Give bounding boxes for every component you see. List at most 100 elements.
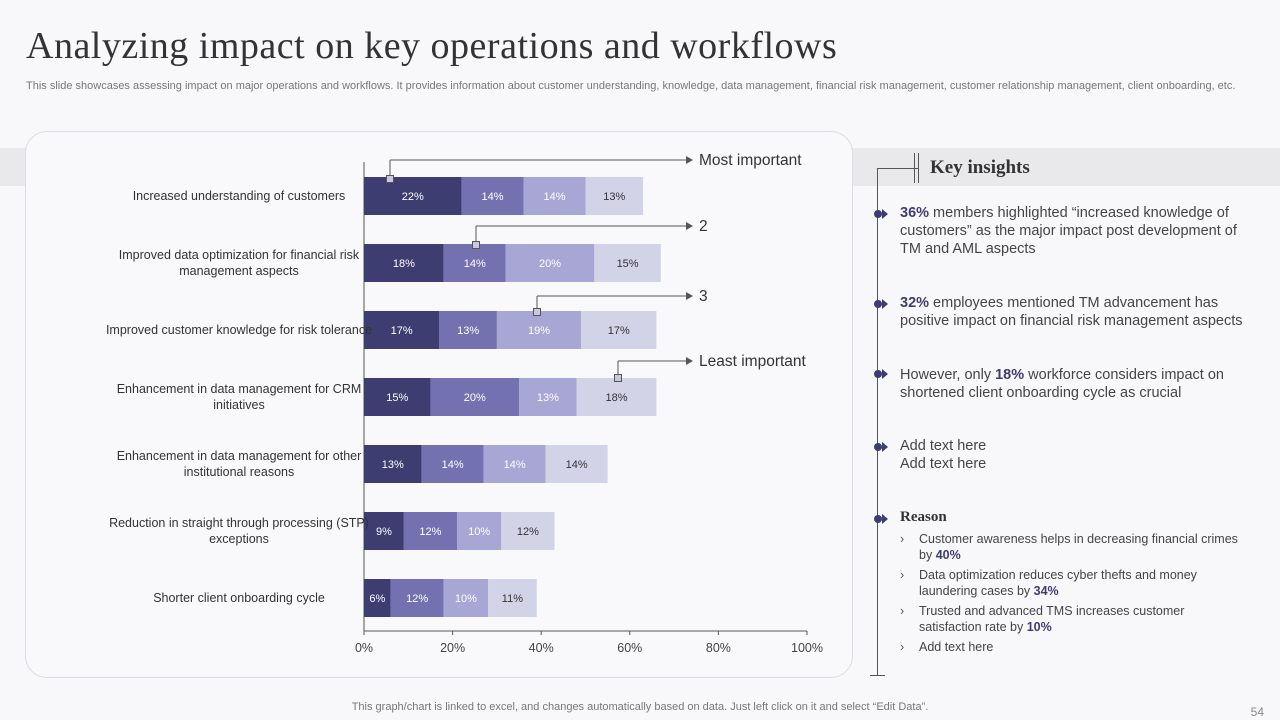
reason-highlight: 34%	[1033, 584, 1059, 598]
category-label: institutional reasons	[184, 465, 294, 479]
bar-segment	[461, 177, 524, 215]
insight-prefix: However, only	[900, 367, 996, 383]
bar-segment	[585, 177, 644, 215]
bar-segment	[364, 445, 422, 483]
x-tick-label: 80%	[706, 641, 731, 655]
bar-segment	[488, 579, 537, 617]
x-tick-label: 40%	[529, 641, 554, 655]
bar-value-label: 12%	[419, 526, 441, 538]
category-label: Reduction in straight through processing…	[109, 516, 369, 530]
bar-value-label: 17%	[608, 325, 630, 337]
reason-text: Add text here	[919, 640, 994, 654]
chevron-right-icon: ›	[900, 568, 905, 582]
bullet-icon	[874, 514, 888, 524]
bar-segment	[483, 445, 546, 483]
bar-value-label: 13%	[537, 392, 559, 404]
category-label: Improved customer knowledge for risk tol…	[106, 323, 372, 337]
legend-label: Least important	[699, 353, 807, 370]
callout-marker	[614, 374, 622, 382]
bar-segment	[576, 378, 657, 416]
heading-connector	[878, 168, 918, 169]
bar-value-label: 11%	[502, 593, 523, 605]
timeline-cap	[870, 675, 885, 676]
bar-value-label: 9%	[376, 526, 392, 538]
bar-value-label: 15%	[617, 258, 639, 270]
insight-item: Add text here Add text here	[900, 437, 1260, 473]
arrow-right-icon	[686, 156, 693, 164]
bar-segment	[390, 579, 444, 617]
bar-value-label: 20%	[464, 392, 486, 404]
placeholder-text: Add text here	[900, 456, 987, 472]
bar-segment	[439, 311, 497, 349]
callout-marker	[386, 175, 394, 183]
bar-value-label: 6%	[369, 593, 385, 605]
chevron-right-icon: ›	[900, 604, 905, 618]
insight-text: workforce considers impact on shortened …	[900, 367, 1224, 401]
category-label: initiatives	[213, 398, 264, 412]
bar-value-label: 14%	[464, 258, 486, 270]
reason-text: Trusted and advanced TMS increases custo…	[919, 604, 1185, 634]
bar-segment	[364, 512, 404, 550]
arrow-right-icon	[686, 357, 693, 365]
bullet-icon	[874, 299, 888, 309]
stacked-bar-chart[interactable]: 0% 20% 40% 60% 80% 100% 22% 14% 14% 13% Increased …	[26, 132, 854, 679]
bar-segment	[364, 311, 440, 349]
reason-item: › Add text here	[900, 639, 1240, 655]
bar-segment	[457, 512, 502, 550]
category-label: Shorter client onboarding cycle	[153, 591, 325, 605]
page-subtitle: This slide showcases assessing impact on…	[26, 80, 1236, 92]
key-insights-heading: Key insights	[930, 157, 1030, 178]
bar-segment	[519, 378, 577, 416]
bullet-icon	[874, 442, 888, 452]
bar-value-label: 14%	[504, 459, 526, 471]
bar-value-label: 17%	[391, 325, 413, 337]
arrow-right-icon	[686, 222, 693, 230]
bar-value-label: 15%	[386, 392, 408, 404]
reason-text: Customer awareness helps in decreasing f…	[919, 532, 1238, 562]
chevron-right-icon: ›	[900, 532, 905, 546]
insight-highlight: 32%	[900, 295, 930, 311]
bar-segment	[364, 579, 391, 617]
bar-segment	[364, 244, 444, 282]
bar-value-label: 18%	[605, 392, 627, 404]
insight-text: members highlighted “increased knowledge…	[900, 205, 1237, 257]
bar-value-label: 14%	[442, 459, 464, 471]
reason-heading: Reason	[900, 509, 947, 525]
insight-item: 36% members highlighted “increased knowl…	[900, 204, 1260, 258]
chart-card: 0% 20% 40% 60% 80% 100% 22% 14% 14% 13% Increased …	[25, 131, 853, 678]
page-number: 54	[1250, 705, 1264, 719]
bar-value-label: 12%	[517, 526, 539, 538]
bar-segment	[501, 512, 555, 550]
x-tick-label: 20%	[440, 641, 465, 655]
callout-marker	[533, 308, 541, 316]
legend-label: Most important	[699, 152, 802, 169]
bar-segment	[364, 177, 462, 215]
insight-item: 32% employees mentioned TM advancement h…	[900, 294, 1260, 330]
x-tick-label: 60%	[617, 641, 642, 655]
bar-value-label: 18%	[393, 258, 415, 270]
insight-highlight: 18%	[995, 367, 1025, 383]
bar-segment	[364, 378, 431, 416]
insight-item: However, only 18% workforce considers im…	[900, 366, 1260, 402]
category-label: exceptions	[209, 532, 269, 546]
bar-value-label: 22%	[402, 191, 424, 203]
reason-item: › Data optimization reduces cyber thefts …	[900, 567, 1240, 599]
bar-value-label: 10%	[455, 593, 477, 605]
bullet-icon	[874, 209, 888, 219]
key-insights-panel: Key insights 36% members highlighted “in…	[870, 148, 1270, 678]
bar-value-label: 14%	[543, 191, 565, 203]
placeholder-text: Add text here	[900, 438, 987, 454]
reason-highlight: 40%	[935, 548, 961, 562]
bar-segment	[523, 177, 586, 215]
bar-value-label: 12%	[406, 593, 428, 605]
bar-segment	[545, 445, 608, 483]
bar-segment	[421, 445, 484, 483]
bar-value-label: 10%	[468, 526, 490, 538]
bar-segment	[505, 244, 595, 282]
category-label: Enhancement in data management for CRM	[117, 382, 362, 396]
bar-segment	[430, 378, 520, 416]
bar-segment	[443, 244, 506, 282]
bar-value-label: 13%	[382, 459, 404, 471]
reason-item: › Trusted and advanced TMS increases cust…	[900, 603, 1240, 635]
timeline-line	[877, 168, 878, 676]
